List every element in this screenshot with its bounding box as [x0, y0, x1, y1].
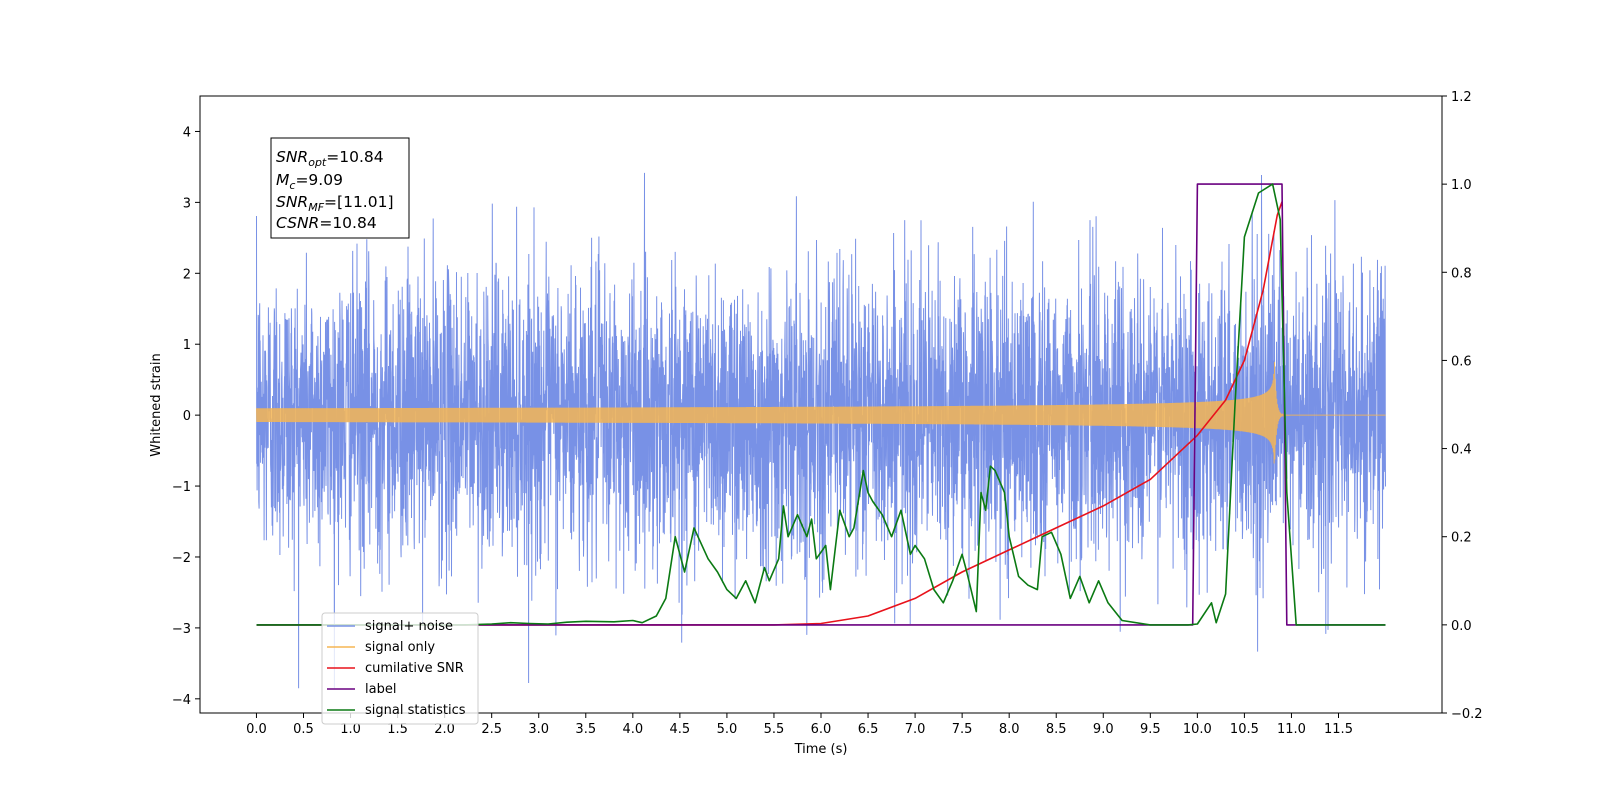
- x-tick-label: 7.5: [952, 722, 973, 737]
- svg-text:signal+ noise: signal+ noise: [365, 619, 453, 634]
- metrics-annotation: SNRopt=10.84 Mc=9.09 SNRMF=[11.01] CSNR=…: [270, 137, 410, 239]
- annotation-snr-opt: SNRopt=10.84: [276, 148, 384, 169]
- x-tick-label: 8.0: [999, 722, 1020, 737]
- annotation-mc: Mc=9.09: [276, 171, 343, 192]
- y2-tick-label: 0.6: [1451, 354, 1472, 369]
- y2-tick-label: 0.4: [1451, 443, 1472, 458]
- x-tick-label: 6.0: [811, 722, 832, 737]
- svg-text:cumilative SNR: cumilative SNR: [365, 661, 464, 676]
- annotation-snr-mf: SNRMF=[11.01]: [276, 193, 394, 214]
- y-axis-left: 4 3 2 1 0 −1 −2 −3 −4: [172, 125, 200, 708]
- plot-area: [256, 172, 1386, 689]
- y-axis-label: Whitened strain: [149, 353, 164, 456]
- svg-text:signal statistics: signal statistics: [365, 703, 466, 718]
- y-tick-label: 0: [183, 409, 191, 424]
- y-tick-label: −4: [172, 693, 191, 708]
- x-tick-label: 2.0: [434, 722, 455, 737]
- x-tick-label: 1.0: [340, 722, 361, 737]
- x-tick-label: 3.5: [575, 722, 596, 737]
- y2-tick-label: 1.2: [1451, 90, 1472, 105]
- annotation-box: [270, 137, 410, 239]
- y2-tick-label: 1.0: [1451, 178, 1472, 193]
- y-tick-label: 3: [183, 196, 191, 211]
- x-tick-label: 5.0: [717, 722, 738, 737]
- legend-entry-signal-only: signal only: [327, 640, 435, 655]
- series-signal-statistics: [256, 183, 1386, 626]
- x-tick-label: 10.0: [1183, 722, 1212, 737]
- y2-tick-label: 0.2: [1451, 531, 1472, 546]
- legend-box: [321, 612, 479, 725]
- x-tick-label: 6.5: [858, 722, 879, 737]
- legend-entry-signal-noise: signal+ noise: [327, 619, 453, 634]
- series-signal-noise: [256, 172, 1386, 689]
- x-tick-label: 9.0: [1093, 722, 1114, 737]
- legend: signal+ noise signal only cumilative SNR…: [321, 612, 479, 725]
- x-tick-label: 4.0: [622, 722, 643, 737]
- legend-entry-cumulative-snr: cumilative SNR: [327, 661, 464, 676]
- x-tick-label: 8.5: [1046, 722, 1067, 737]
- y-tick-label: −2: [172, 551, 191, 566]
- y-tick-label: 4: [183, 125, 191, 140]
- series-cumulative-snr: [256, 201, 1283, 626]
- svg-text:signal only: signal only: [365, 640, 435, 655]
- x-axis-label: Time (s): [794, 742, 848, 757]
- x-tick-label: 9.5: [1140, 722, 1161, 737]
- svg-text:label: label: [365, 682, 396, 697]
- annotation-csnr: CSNR=10.84: [276, 214, 377, 232]
- x-tick-label: 11.0: [1277, 722, 1306, 737]
- x-tick-label: 4.5: [670, 722, 691, 737]
- y2-tick-label: 0.0: [1451, 619, 1472, 634]
- x-tick-label: 1.5: [387, 722, 408, 737]
- legend-entry-label: label: [327, 682, 396, 697]
- x-tick-label: 11.5: [1324, 722, 1353, 737]
- y-tick-label: −3: [172, 622, 191, 637]
- y-tick-label: 2: [183, 267, 191, 282]
- x-tick-label: 7.0: [905, 722, 926, 737]
- series-signal-only: [256, 361, 1386, 464]
- y-axis-right: 1.2 1.0 0.8 0.6 0.4 0.2 0.0 −0.2: [1442, 90, 1483, 722]
- y-tick-label: −1: [172, 480, 191, 495]
- x-tick-label: 10.5: [1230, 722, 1259, 737]
- x-tick-label: 2.5: [481, 722, 502, 737]
- x-tick-label: 0.5: [293, 722, 314, 737]
- x-axis: 0.0 0.5 1.0 1.5 2.0 2.5 3.0 3.5 4.0 4.5 5.0 5.5 6.0 6…: [246, 713, 1353, 737]
- x-tick-label: 5.5: [764, 722, 785, 737]
- y2-tick-label: 0.8: [1451, 266, 1472, 281]
- x-tick-label: 3.0: [528, 722, 549, 737]
- x-tick-label: 0.0: [246, 722, 267, 737]
- y2-tick-label: −0.2: [1451, 707, 1483, 722]
- y-tick-label: 1: [183, 338, 191, 353]
- legend-entry-signal-statistics: signal statistics: [327, 703, 466, 718]
